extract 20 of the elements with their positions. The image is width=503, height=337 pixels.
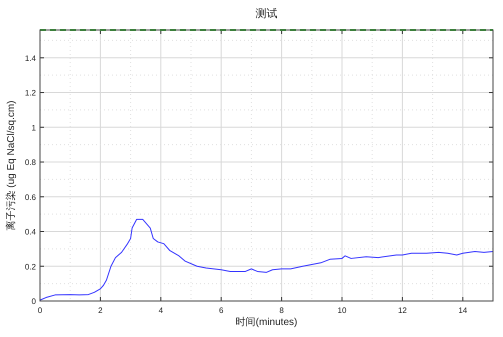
y-tick-label: 0 — [32, 297, 37, 306]
y-axis-title: 离子污染 (ug Eq NaCl/sq.cm) — [5, 100, 17, 231]
chart-title: 测试 — [256, 7, 278, 20]
y-tick-label: 1.4 — [24, 54, 37, 63]
y-tick-label: 0.8 — [24, 158, 37, 168]
y-tick-label: 0.6 — [24, 192, 37, 202]
line-series — [40, 218, 494, 301]
x-tick-label: 14 — [458, 306, 468, 315]
x-axis-title: 时间(minutes) — [236, 316, 298, 328]
y-tick-label: 1.2 — [24, 88, 37, 98]
x-tick-label: 6 — [218, 306, 224, 315]
x-tick-label: 0 — [38, 306, 43, 315]
y-tick-label: 0.2 — [24, 262, 37, 272]
x-tick-label: 2 — [98, 306, 104, 315]
y-tick-label: 1 — [32, 123, 37, 132]
x-tick-label: 10 — [338, 306, 347, 315]
x-tick-label: 4 — [158, 306, 164, 315]
x-tick-label: 8 — [279, 306, 284, 315]
x-tick-label: 12 — [398, 306, 408, 315]
y-tick-label: 0.4 — [24, 228, 37, 237]
